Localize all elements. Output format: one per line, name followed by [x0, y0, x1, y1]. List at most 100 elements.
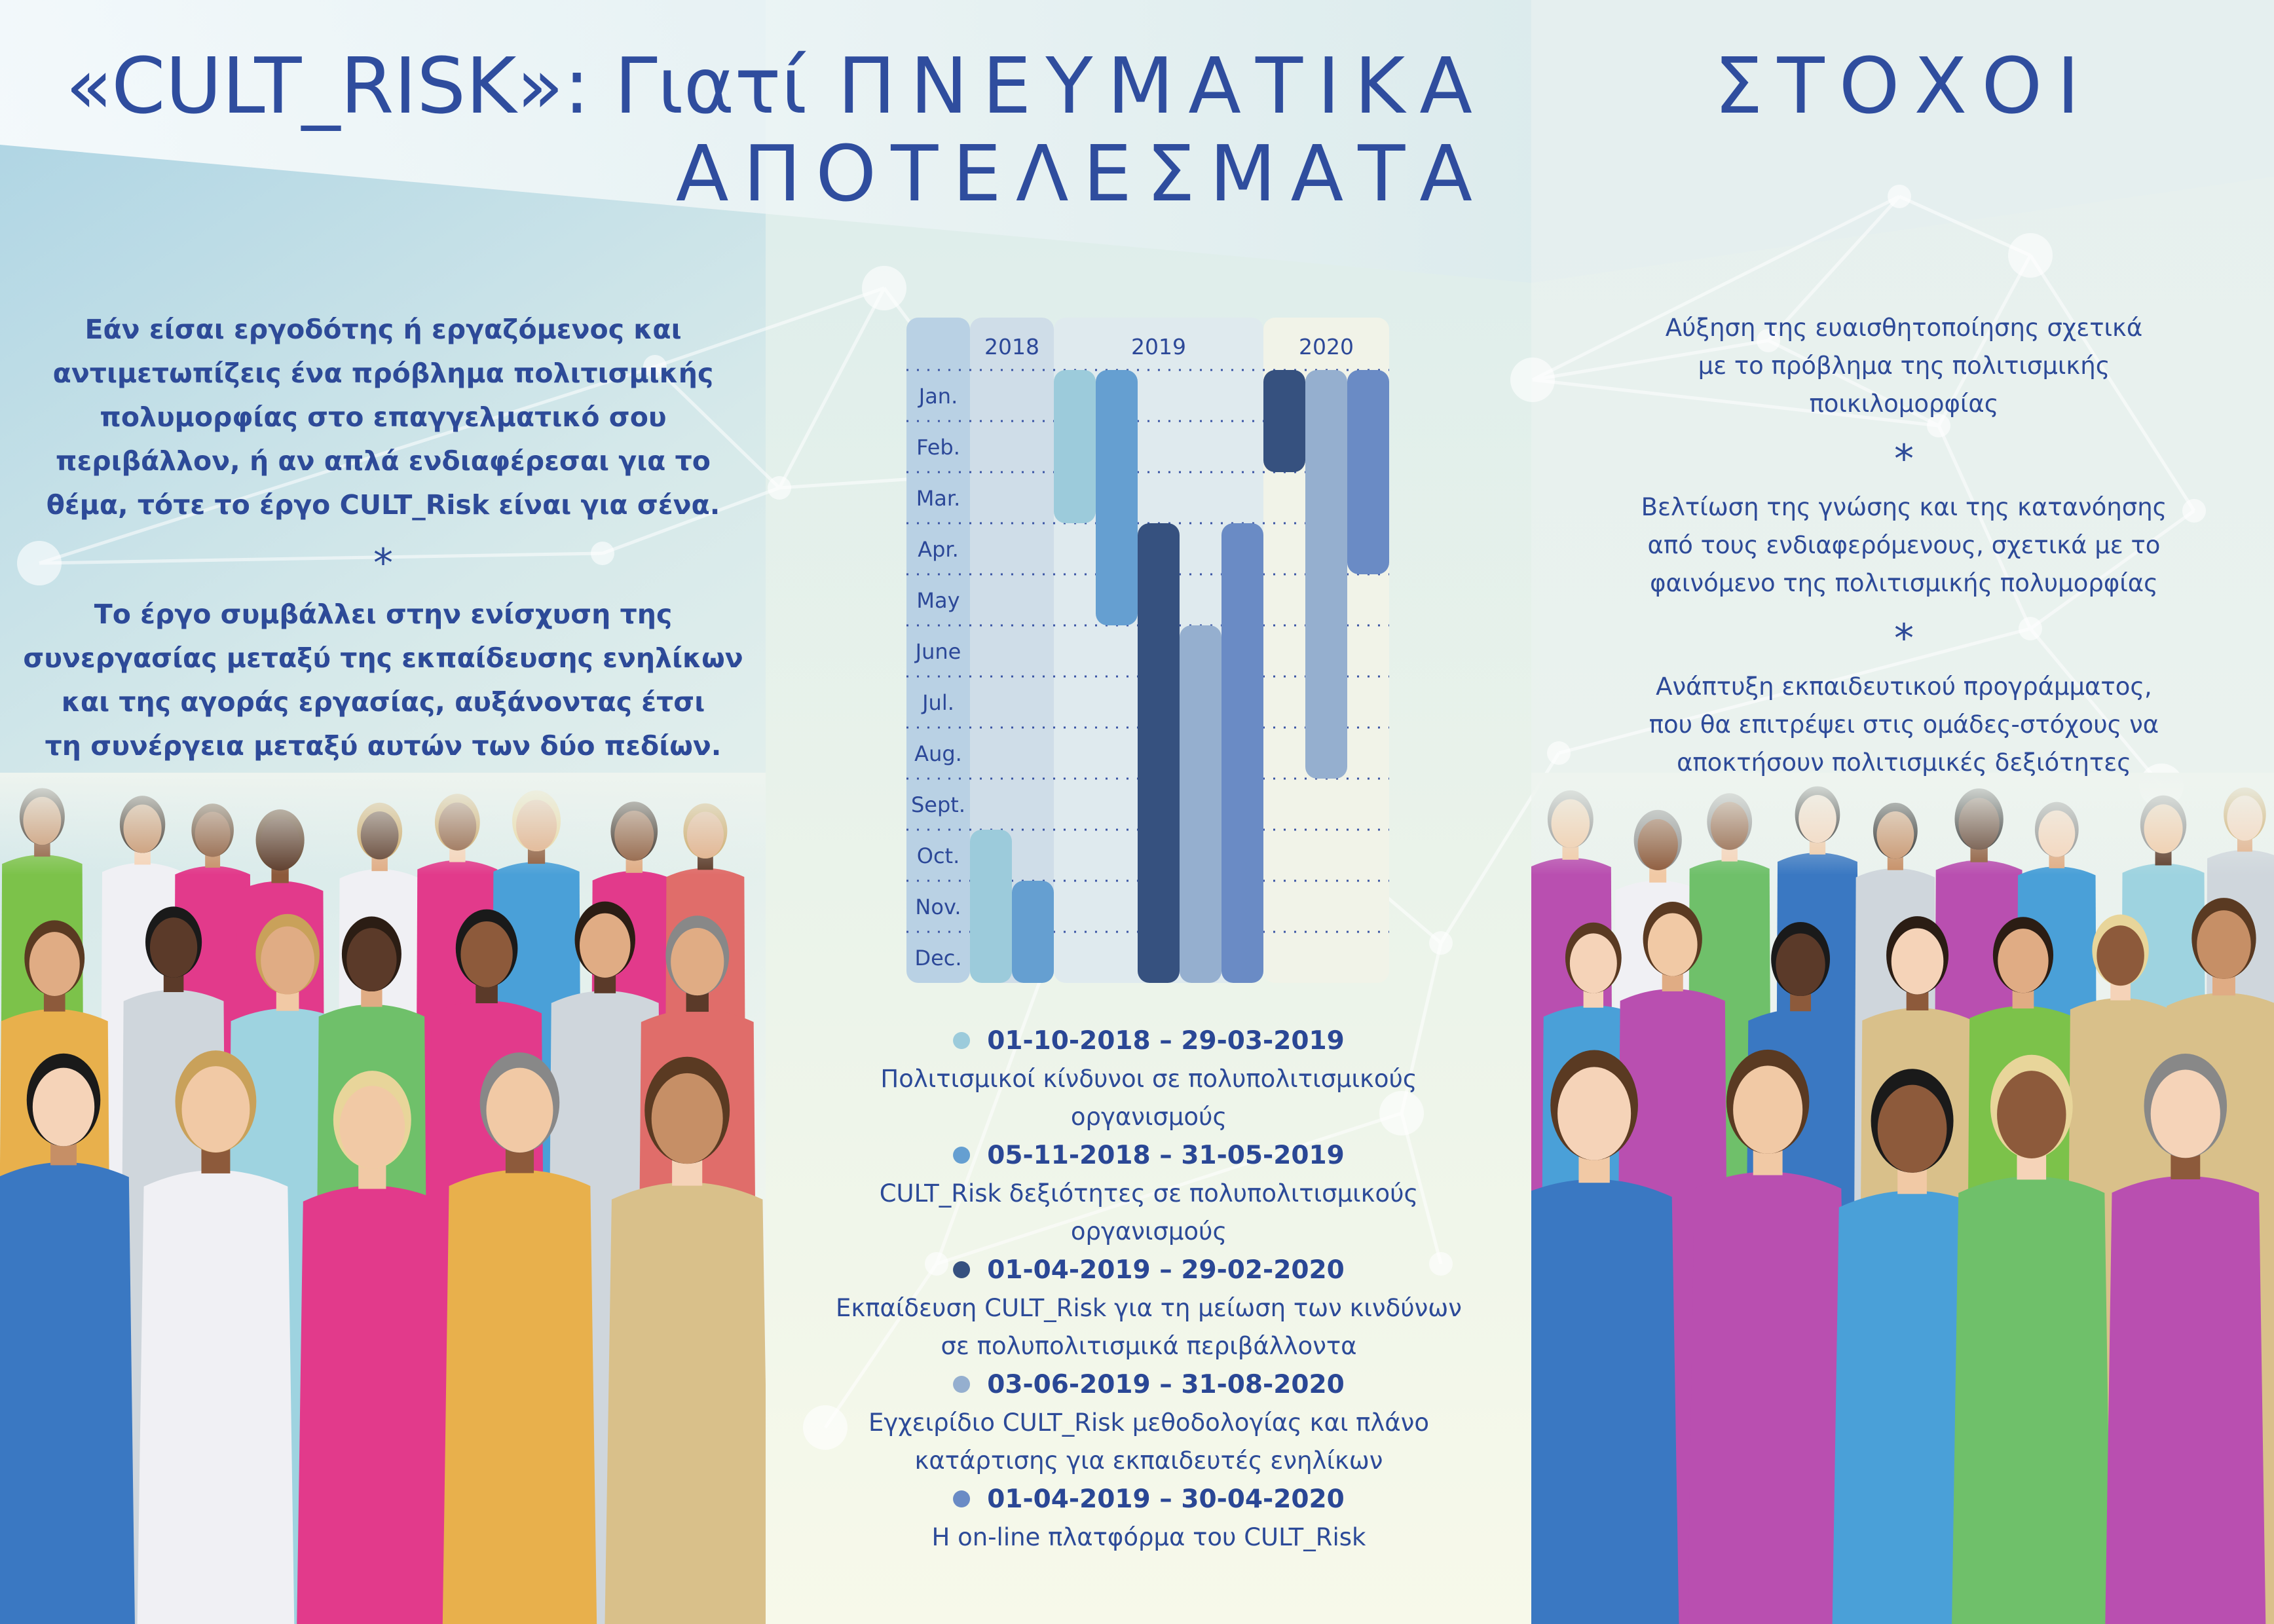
timeline-legend: 01-10-2018 – 29-03-2019 Πολιτισμικοί κίνδ…	[836, 1022, 1462, 1557]
legend-dot-icon	[953, 1490, 971, 1507]
why-line: Το έργο συμβάλλει στην ενίσχυση της	[94, 599, 673, 630]
crowd-photo-left	[0, 773, 766, 1624]
network-line	[1558, 627, 2031, 755]
goal-line: με το πρόβλημα της πολιτισμικής	[1698, 352, 2110, 380]
legend-dates: 03-06-2019 – 31-08-2020	[836, 1365, 1462, 1404]
network-node	[2019, 617, 2042, 640]
legend-dot-icon	[953, 1261, 971, 1278]
network-node	[1379, 1091, 1424, 1135]
network-line	[2029, 627, 2163, 787]
goal-line: αποκτήσουν πολιτισμικές δεξιότητες	[1677, 748, 2131, 777]
middle-title-line2: ΑΠΟΤΕΛΕΣΜΑΤΑ	[675, 128, 1487, 219]
timeline-bar-5-2019	[1221, 523, 1263, 983]
crowd-photo-right	[1531, 773, 2274, 1624]
network-line	[602, 486, 780, 555]
network-node	[1510, 358, 1555, 402]
month-label: Aug.	[914, 741, 962, 766]
timeline-bar-4-2020	[1305, 370, 1347, 779]
why-line: τη συνέργεια μεταξύ αυτών των δύο πεδίων…	[45, 730, 722, 762]
legend-date-range: 03-06-2019 – 31-08-2020	[987, 1370, 1345, 1399]
month-label: Oct.	[917, 843, 960, 868]
legend-date-range: 01-04-2019 – 29-02-2020	[987, 1255, 1345, 1285]
timeline-bar-5-2020	[1347, 370, 1389, 574]
month-label-column	[906, 318, 970, 983]
legend-dates: 01-10-2018 – 29-03-2019	[836, 1022, 1462, 1060]
network-line	[936, 1111, 1402, 1266]
network-node	[2182, 499, 2206, 523]
network-node	[1429, 1252, 1453, 1276]
legend-dates: 05-11-2018 – 31-05-2019	[836, 1136, 1462, 1175]
goal-line: από τους ενδιαφερόμενους, σχετικά με το	[1647, 531, 2161, 559]
legend-dot-icon	[953, 1375, 971, 1393]
network-node	[1547, 741, 1571, 765]
network-line	[39, 365, 656, 565]
network-node	[768, 476, 791, 500]
legend-description: Εγχειρίδιο CULT_Risk μεθοδολογίας και πλ…	[868, 1409, 1429, 1437]
timeline-chart: 2018 2019 2020 Jan. Feb. Mar. Apr. May June Jul. A…	[906, 318, 1389, 983]
year-label: 2019	[1131, 334, 1186, 360]
goal-line: Βελτίωση της γνώσης και της κατανόησης	[1641, 493, 2167, 521]
timeline-bar-3-2020	[1263, 370, 1305, 472]
timeline-bar-1-2018	[970, 830, 1012, 983]
month-label: June	[914, 639, 961, 664]
legend-description: CULT_Risk δεξιότητες σε πολυπολιτισμικού…	[879, 1179, 1419, 1208]
asterisk-separator: *	[1893, 436, 1914, 482]
network-line	[1937, 424, 2032, 630]
network-line	[1532, 378, 1939, 428]
middle-title-line1: ΠΝΕΥΜΑΤΙΚΑ	[837, 41, 1487, 131]
timeline-bar-4-2019	[1180, 625, 1221, 983]
network-line	[39, 551, 603, 565]
network-line	[1531, 194, 1901, 382]
network-line	[654, 286, 885, 369]
timeline-bar-2-2018	[1012, 881, 1054, 983]
month-label: Jul.	[921, 690, 954, 715]
asterisk-separator: *	[1893, 616, 1914, 661]
goal-line: ποικιλομορφίας	[1809, 390, 1999, 418]
network-node	[925, 1252, 948, 1276]
legend-item: 01-10-2018 – 29-03-2019 Πολιτισμικοί κίνδ…	[836, 1022, 1462, 1136]
network-line	[654, 365, 781, 489]
network-line	[777, 287, 886, 489]
legend-description: Πολιτισμικοί κίνδυνοι σε πολυπολιτισμικο…	[880, 1065, 1417, 1093]
left-title: «CULT_RISK»: Γιατί	[65, 41, 808, 131]
asterisk-separator: *	[373, 540, 393, 586]
timeline-bar-2-2019	[1096, 370, 1138, 625]
network-node	[1757, 329, 1780, 352]
network-line	[1937, 254, 2032, 427]
legend-dates: 01-04-2019 – 29-02-2020	[836, 1251, 1462, 1289]
month-label: Feb.	[916, 435, 960, 460]
network-node	[803, 1405, 848, 1450]
network-line	[1532, 339, 1769, 382]
legend-date-range: 01-10-2018 – 29-03-2019	[987, 1026, 1345, 1056]
why-text: Εάν είσαι εργοδότης ή εργαζόμενος και αν…	[23, 308, 743, 768]
network-node	[1888, 185, 1911, 208]
why-line: πολυμορφίας στο επαγγελματικό σου	[100, 401, 667, 433]
legend-item: 05-11-2018 – 31-05-2019 CULT_Risk δεξιότη…	[836, 1136, 1462, 1251]
why-line: και της αγοράς εργασίας, αυξάνοντας έτσι	[61, 686, 705, 718]
month-label: Jan.	[918, 384, 958, 409]
legend-date-range: 01-04-2019 – 30-04-2020	[987, 1485, 1345, 1514]
why-line: περιβάλλον, ή αν απλά ενδιαφέρεσαι για τ…	[56, 445, 711, 477]
month-label: Mar.	[916, 486, 961, 511]
legend-dot-icon	[953, 1031, 971, 1049]
why-line: αντιμετωπίζεις ένα πρόβλημα πολιτισμικής	[52, 358, 714, 389]
legend-item: 01-04-2019 – 29-02-2020 Εκπαίδευση CULT_R…	[836, 1251, 1462, 1365]
legend-item: 01-04-2019 – 30-04-2020 Η on-line πλατφόρ…	[836, 1480, 1462, 1557]
network-line	[1767, 339, 1940, 428]
timeline-bar-1-2019	[1054, 370, 1096, 523]
goal-line: που θα επιτρέψει στις ομάδες-στόχους να	[1649, 710, 2159, 739]
network-node	[643, 355, 667, 378]
right-title: ΣΤΟΧΟΙ	[1713, 41, 2095, 131]
network-line	[1400, 1113, 1443, 1264]
network-node	[1429, 931, 1453, 955]
network-node	[862, 266, 906, 310]
goal-line: φαινόμενο της πολιτισμικής πολυμορφίας	[1650, 569, 2158, 597]
year-label: 2020	[1299, 334, 1354, 360]
legend-description: οργανισμούς	[1070, 1217, 1227, 1246]
legend-description: κατάρτισης για εκπαιδευτές ενηλίκων	[914, 1447, 1383, 1475]
goals-text: Αύξηση της ευαισθητοποίησης σχετικά με τ…	[1641, 309, 2167, 782]
goal-line: Ανάπτυξη εκπαιδευτικού προγράμματος,	[1656, 673, 2152, 701]
network-line	[1400, 942, 1443, 1114]
legend-description: Εκπαίδευση CULT_Risk για τη μείωση των κ…	[836, 1294, 1462, 1322]
year-label: 2018	[984, 334, 1039, 360]
